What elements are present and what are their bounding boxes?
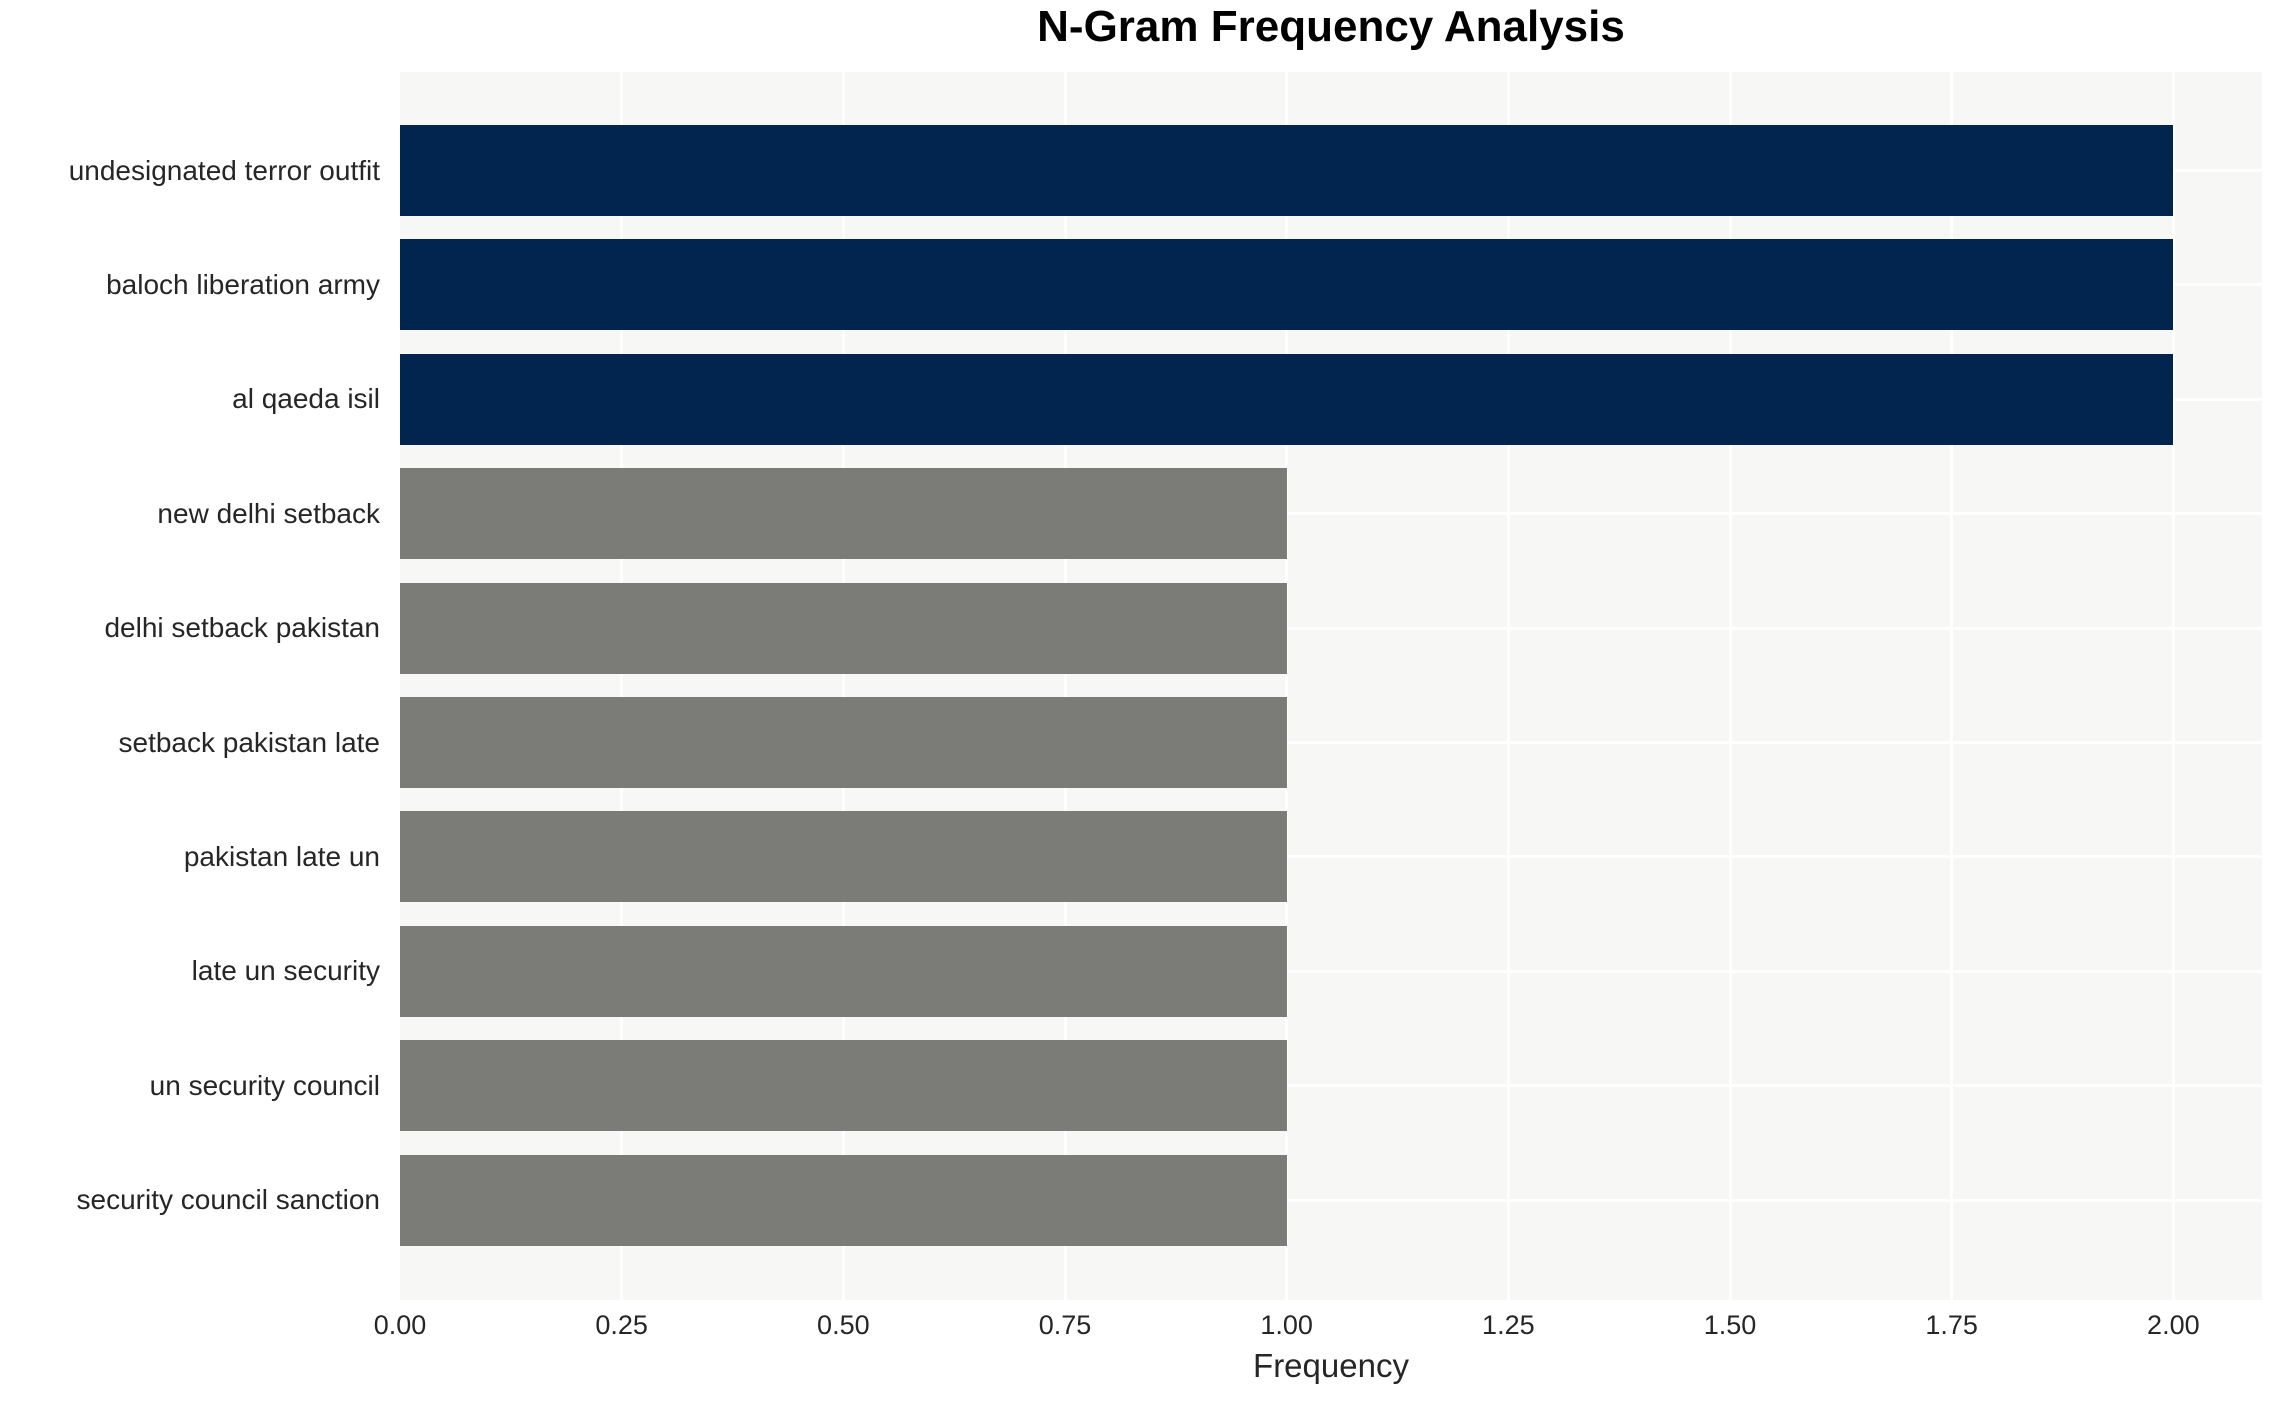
y-axis-label: un security council	[149, 1069, 380, 1101]
y-axis-label: al qaeda isil	[232, 383, 380, 415]
y-axis-label: baloch liberation army	[106, 268, 380, 300]
grid-line-vertical	[1285, 72, 1289, 1300]
grid-line-horizontal	[400, 969, 2262, 973]
x-tick-label: 0.50	[817, 1310, 870, 1340]
bar	[400, 353, 2174, 445]
x-tick-label: 0.75	[1038, 1310, 1092, 1340]
x-tick-label: 1.00	[1260, 1310, 1313, 1340]
bar	[400, 125, 2174, 216]
bar	[400, 1154, 1287, 1246]
chart-title: N-Gram Frequency Analysis	[1037, 2, 1625, 51]
grid-line-vertical	[620, 72, 624, 1300]
grid-line-vertical	[2171, 72, 2175, 1300]
bar	[400, 925, 1287, 1017]
y-axis-label: security council sanction	[76, 1184, 380, 1216]
bar	[400, 697, 1287, 788]
y-axis-labels: undesignated terror outfit baloch liberat…	[0, 72, 390, 1300]
grid-line-vertical	[1063, 72, 1067, 1300]
y-axis-label: pakistan late un	[183, 840, 380, 872]
grid-line-horizontal	[400, 741, 2262, 744]
grid-line-horizontal	[400, 1198, 2262, 1202]
y-axis-label: late un security	[191, 955, 380, 987]
x-axis-label: Frequency	[1253, 1347, 1409, 1384]
x-tick-label: 2.00	[2147, 1310, 2200, 1340]
bar	[400, 811, 1287, 903]
x-tick-label: 1.75	[1925, 1310, 1978, 1340]
x-axis-ticks: 0.00 0.25 0.50 0.75 1.00 1.25 1.50 1.75 2.00	[0, 1310, 2280, 1344]
grid-line-vertical	[1728, 72, 1732, 1300]
bar	[400, 239, 2174, 331]
grid-line-horizontal	[400, 855, 2262, 859]
grid-line-horizontal	[400, 1084, 2262, 1088]
x-tick-label: 1.25	[1482, 1310, 1535, 1340]
y-axis-label: new delhi setback	[157, 497, 380, 529]
bar	[400, 1040, 1287, 1132]
bar	[400, 582, 1287, 674]
grid-line-vertical	[1506, 72, 1510, 1300]
grid-line-vertical	[841, 72, 845, 1300]
y-axis-label: undesignated terror outfit	[68, 154, 380, 186]
grid-line-horizontal	[400, 626, 2262, 630]
bar	[400, 468, 1287, 560]
grid-line-horizontal	[400, 512, 2262, 516]
x-tick-label: 1.50	[1703, 1310, 1757, 1340]
x-tick-label: 0.25	[595, 1310, 648, 1340]
y-axis-label: delhi setback pakistan	[104, 612, 380, 644]
plot-area	[400, 72, 2262, 1300]
y-axis-label: setback pakistan late	[118, 726, 381, 758]
grid-line-vertical	[1950, 72, 1954, 1300]
x-tick-label: 0.00	[373, 1310, 427, 1340]
